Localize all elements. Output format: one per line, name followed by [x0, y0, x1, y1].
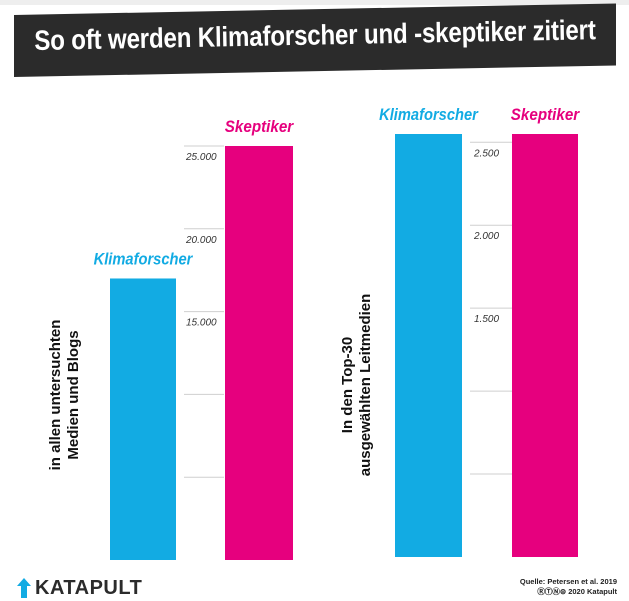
- cc-icon: Ⓡ: [537, 587, 545, 596]
- top-border: [0, 0, 629, 5]
- bar-klimaforscher: [395, 134, 462, 557]
- y-axis-description-line: Medien und Blogs: [65, 330, 82, 459]
- source-block: Quelle: Petersen et al. 2019 ⓇⓉⓃ⊜ 2020 K…: [520, 577, 617, 597]
- y-tick-label: 20.000: [185, 235, 217, 246]
- y-axis-description: In den Top-30ausgewählten Leitmedien: [339, 294, 374, 477]
- y-axis-description-line: in allen untersuchten: [47, 320, 64, 471]
- katapult-logo-icon: [17, 578, 31, 598]
- katapult-logo: KATAPULT: [17, 575, 142, 601]
- source-text: Quelle: Petersen et al. 2019: [519, 577, 617, 586]
- y-axis-description-line: ausgewählten Leitmedien: [357, 294, 374, 477]
- bar-klimaforscher: [110, 278, 176, 560]
- y-tick-label: 2.000: [473, 231, 499, 242]
- y-tick-label: 15.000: [186, 318, 217, 329]
- category-label: Klimaforscher: [94, 249, 194, 268]
- license-line: ⓇⓉⓃ⊜ 2020 Katapult: [520, 587, 617, 597]
- copyright-text: 2020 Katapult: [568, 587, 617, 596]
- y-axis-description-line: In den Top-30: [339, 337, 356, 433]
- logo-text: KATAPULT: [35, 576, 143, 599]
- y-axis-description: in allen untersuchtenMedien und Blogs: [47, 320, 82, 471]
- nc-icon: Ⓝ: [552, 587, 560, 596]
- category-label: Skeptiker: [225, 117, 295, 136]
- bar-skeptiker: [512, 134, 578, 557]
- nd-icon: ⊜: [559, 587, 567, 596]
- category-label: Skeptiker: [511, 105, 581, 124]
- y-tick-label: 25.000: [185, 152, 217, 163]
- by-icon: Ⓣ: [544, 587, 553, 596]
- y-tick-label: 2.500: [473, 148, 499, 159]
- y-tick-label: 1.500: [474, 314, 499, 325]
- bar-skeptiker: [225, 146, 293, 560]
- category-label: Klimaforscher: [379, 105, 479, 124]
